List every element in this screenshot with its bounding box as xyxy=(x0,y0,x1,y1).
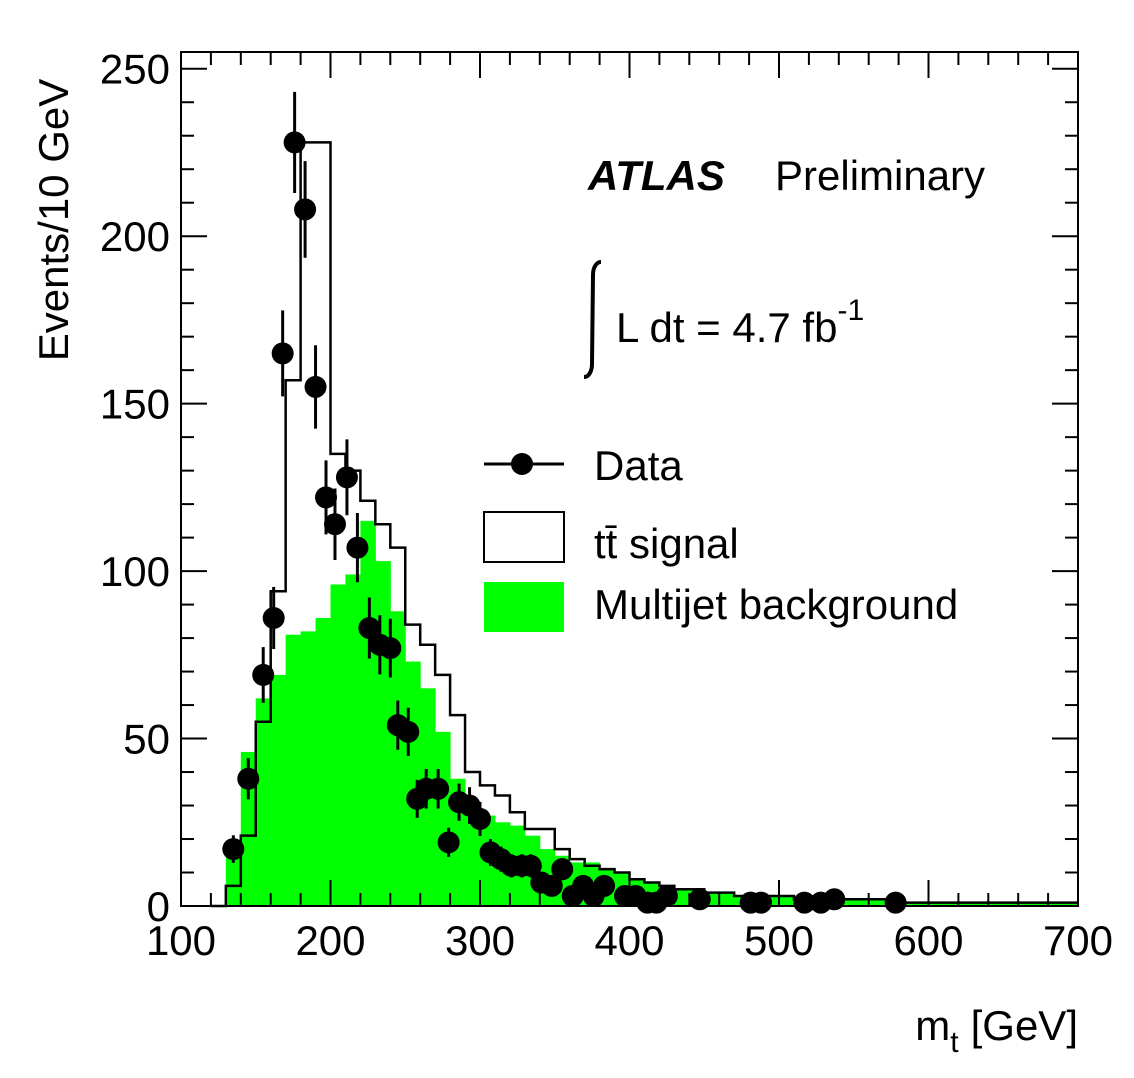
x-axis-label: mt [GeV] xyxy=(915,1002,1078,1059)
status-label: Preliminary xyxy=(775,152,985,199)
y-tick-label: 150 xyxy=(100,381,170,428)
y-tick-label: 200 xyxy=(100,213,170,260)
luminosity-text: L dt = 4.7 fb xyxy=(616,304,837,351)
x-axis-label-unit: [GeV] xyxy=(971,1002,1078,1049)
background-bar xyxy=(225,852,242,906)
data-point xyxy=(323,513,346,536)
data-point xyxy=(823,888,846,911)
legend-label-background: Multijet background xyxy=(594,581,958,628)
data-point xyxy=(688,888,711,911)
legend: Data tt̄ signal Multijet background xyxy=(483,442,958,632)
background-bar xyxy=(853,899,870,906)
data-point xyxy=(469,807,491,830)
luminosity-exponent: -1 xyxy=(837,294,864,327)
background-bar xyxy=(928,902,944,906)
background-bar xyxy=(1018,902,1034,906)
x-axis-label-sub: t xyxy=(950,1026,959,1059)
integral-sign-icon xyxy=(583,260,602,379)
plot-area xyxy=(210,91,1079,914)
background-bar xyxy=(779,895,795,906)
background-bar xyxy=(375,561,391,906)
x-tick-label: 600 xyxy=(893,917,963,964)
y-tick-label: 100 xyxy=(100,548,170,595)
background-bar xyxy=(315,617,331,906)
data-point xyxy=(237,767,260,790)
background-bar xyxy=(674,889,690,906)
data-point xyxy=(397,720,420,743)
data-point xyxy=(335,466,358,489)
data-point xyxy=(315,486,338,509)
signal-outline xyxy=(210,141,1078,908)
data-point xyxy=(593,874,616,897)
legend-signal-box xyxy=(483,511,565,563)
background-bar xyxy=(958,902,974,906)
y-axis-label: Events/10 GeV xyxy=(30,79,77,362)
x-tick-label: 200 xyxy=(295,917,365,964)
data-point xyxy=(519,854,542,877)
data-point xyxy=(655,884,678,907)
background-bar xyxy=(719,892,735,906)
data-point xyxy=(750,891,773,914)
legend-background-box xyxy=(484,582,564,632)
background-bar xyxy=(255,698,272,906)
y-tick-label: 250 xyxy=(100,46,170,93)
legend-label-signal: tt̄ signal xyxy=(594,520,739,567)
data-point xyxy=(379,637,402,660)
background-bar xyxy=(1003,902,1019,906)
background-bar xyxy=(330,584,346,906)
data-point xyxy=(262,606,285,629)
background-bar xyxy=(345,574,361,906)
background-bar xyxy=(868,899,885,906)
background-bar xyxy=(943,902,959,906)
background-bar xyxy=(360,520,376,906)
tick-labels: 100 200 300 400 500 600 700 0 50 100 150 200 250 xyxy=(100,46,1113,964)
y-tick-label: 50 xyxy=(123,716,170,763)
x-tick-label: 300 xyxy=(445,917,515,964)
background-bar xyxy=(435,731,451,906)
data-point xyxy=(437,831,460,854)
x-axis-label-main: m xyxy=(915,1002,950,1049)
background-bar xyxy=(913,902,929,906)
background-bar xyxy=(240,751,257,906)
data-point xyxy=(294,198,317,221)
luminosity-label: L dt = 4.7 fb-1 xyxy=(616,294,864,351)
data-point xyxy=(271,342,294,365)
axis-ticks xyxy=(180,52,1079,907)
background-bar xyxy=(465,805,481,906)
legend-label-data: Data xyxy=(594,442,683,489)
background-bar xyxy=(988,902,1004,906)
x-tick-label: 500 xyxy=(744,917,814,964)
background-bar xyxy=(838,899,855,906)
data-point xyxy=(427,777,450,800)
background-bar xyxy=(285,634,302,906)
background-bar xyxy=(1033,902,1049,906)
data-point xyxy=(551,858,574,881)
experiment-label: ATLAS xyxy=(587,152,725,199)
data-point xyxy=(884,891,907,914)
background-bar xyxy=(300,631,317,906)
data-point xyxy=(540,874,563,897)
data-point xyxy=(222,838,245,861)
data-point xyxy=(252,663,275,686)
background-bar xyxy=(390,611,406,906)
background-bar xyxy=(1063,902,1079,906)
data-point xyxy=(358,617,381,640)
background-bar xyxy=(270,674,287,906)
x-tick-label: 100 xyxy=(146,917,216,964)
legend-data-marker xyxy=(511,453,533,475)
data-point xyxy=(283,131,306,154)
data-point xyxy=(793,891,816,914)
background-bar xyxy=(973,902,989,906)
background-bar xyxy=(1048,902,1064,906)
data-point xyxy=(304,375,327,398)
y-tick-label: 0 xyxy=(147,883,170,930)
data-point xyxy=(346,536,369,559)
x-tick-label: 700 xyxy=(1043,917,1113,964)
x-tick-label: 400 xyxy=(594,917,664,964)
